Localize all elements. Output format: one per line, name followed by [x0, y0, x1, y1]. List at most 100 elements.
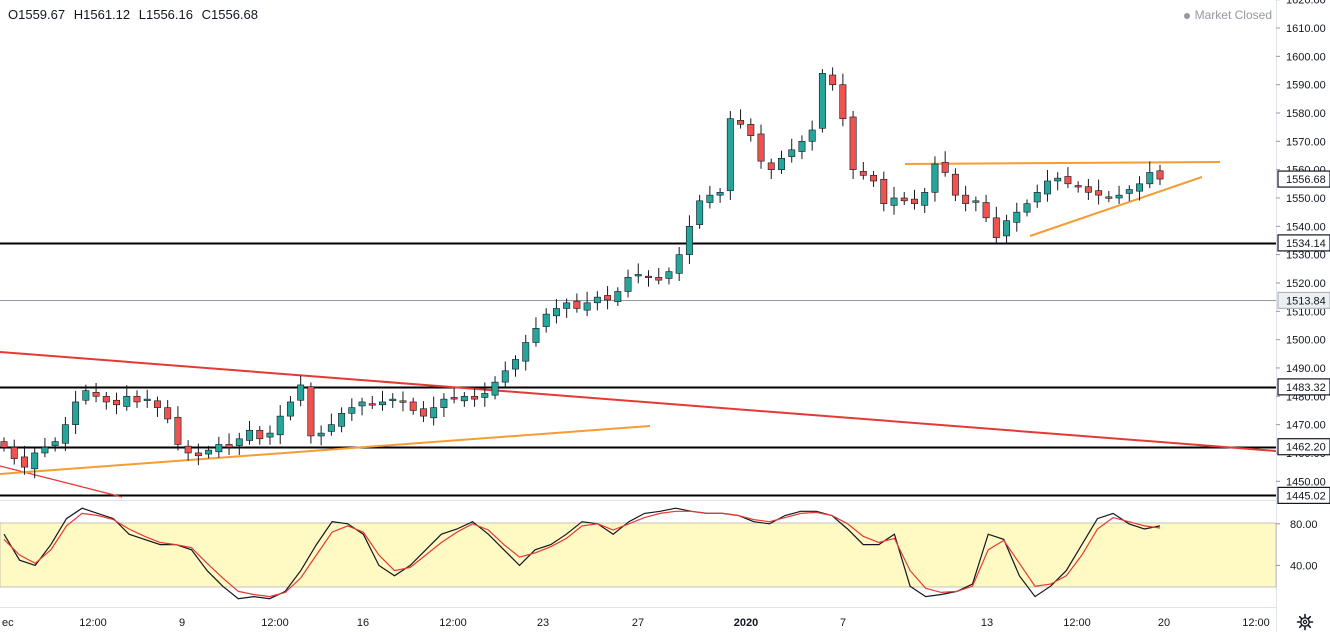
candle: [726, 111, 734, 200]
rising-orange-trendline[interactable]: [0, 425, 651, 475]
candle: [542, 308, 550, 333]
candle: [501, 361, 509, 389]
candle: [839, 73, 847, 127]
candle-body: [491, 381, 499, 396]
candle: [798, 135, 806, 160]
candle-body: [911, 198, 918, 204]
candle: [61, 416, 69, 451]
candle: [491, 376, 499, 400]
candle-body: [409, 401, 417, 411]
gear-icon[interactable]: [1296, 613, 1314, 631]
candle-body: [1095, 190, 1103, 196]
candle: [348, 398, 356, 421]
candle: [1064, 167, 1072, 189]
candle-body: [696, 200, 704, 225]
candle-body: [859, 171, 867, 176]
time-tick-label: 12:00: [1063, 617, 1091, 629]
ohlc-legend: O1559.67 H1561.12 L1556.16 C1556.68: [8, 7, 263, 22]
candle-body: [102, 395, 110, 403]
candle-body: [194, 452, 202, 457]
candle-body: [573, 300, 581, 309]
price-tick-label: 1580.00: [1286, 108, 1326, 120]
candle: [1054, 172, 1062, 191]
candle: [174, 406, 182, 451]
triangle-support-line[interactable]: [1029, 176, 1203, 237]
descending-red-trendline[interactable]: [0, 351, 1277, 452]
candle: [184, 440, 192, 461]
candle-body: [1115, 194, 1123, 199]
candle-body: [143, 398, 151, 401]
candle-body: [552, 308, 560, 317]
candle: [225, 433, 233, 455]
candle-body: [1003, 220, 1011, 237]
candle: [1136, 176, 1144, 201]
candle: [921, 188, 929, 213]
candle-body: [992, 217, 1000, 238]
candle-body: [767, 162, 775, 170]
badge-box: [1277, 170, 1330, 188]
candle: [696, 194, 704, 229]
candle: [194, 443, 202, 466]
triangle-resistance-line[interactable]: [904, 161, 1221, 165]
candle: [153, 396, 161, 417]
level-price-badge: 1513.84: [1277, 291, 1330, 310]
candle-body: [788, 149, 796, 157]
time-tick-label: 23: [537, 617, 549, 629]
candle-body: [358, 401, 366, 407]
candle: [1095, 179, 1103, 205]
candle-body: [164, 407, 172, 420]
candle-body: [829, 74, 837, 85]
candle-body: [1054, 177, 1062, 182]
badge-label: 1483.32: [1286, 382, 1326, 394]
candle-body: [450, 397, 458, 400]
candle: [440, 393, 448, 417]
osc-tick-label: 80.00: [1290, 519, 1318, 531]
candle-body: [1084, 186, 1092, 193]
red-trendline-lower[interactable]: [0, 465, 123, 498]
candle-body: [256, 429, 264, 440]
candle-body: [92, 392, 100, 397]
candle-body: [0, 441, 8, 448]
candle-body: [778, 158, 785, 170]
candle-body: [624, 277, 632, 292]
low-value: L1556.16: [138, 7, 193, 22]
candle-body: [1136, 183, 1144, 192]
candle-body: [972, 200, 980, 203]
candle-body: [522, 342, 530, 362]
high-value: H1561.12: [73, 7, 131, 22]
candle: [900, 192, 908, 206]
candle-body: [123, 395, 131, 407]
price-tick-label: 1510.00: [1286, 306, 1326, 318]
candle-body: [389, 398, 397, 401]
open-value: O1559.67: [8, 7, 66, 22]
time-tick-label: 27: [632, 617, 644, 629]
price-tick-label: 1450.00: [1286, 476, 1326, 488]
candle-body: [338, 412, 346, 427]
time-axis[interactable]: ec 12:00 9 12:00 16 12:00 23 27 2020 7 13 12:00 20 12…: [2, 617, 1270, 629]
stochastic-k-line: [3, 507, 1161, 600]
candle: [685, 215, 693, 264]
candle-body: [716, 192, 724, 196]
candle: [307, 382, 315, 444]
candle: [1003, 214, 1011, 244]
stochastic-oscillator: [3, 507, 1161, 600]
candle: [645, 270, 652, 287]
candle-body: [808, 129, 816, 142]
candle-body: [982, 202, 990, 219]
candle-body: [706, 194, 714, 203]
badge-label: 1534.14: [1286, 238, 1326, 250]
candle: [911, 189, 918, 210]
candle-body: [307, 386, 315, 437]
candle: [256, 426, 264, 445]
candle-body: [41, 446, 49, 454]
price-axis[interactable]: 1620.00 1610.00 1600.00 1590.00 1580.00 1570.…: [1276, 0, 1326, 488]
candle-body: [286, 401, 294, 417]
candle: [931, 156, 939, 202]
price-tick-label: 1600.00: [1286, 51, 1326, 63]
candle-body: [215, 444, 223, 453]
candle-body: [276, 415, 284, 436]
oscillator-axis[interactable]: 80.00 40.00: [1276, 519, 1318, 573]
candle: [563, 298, 571, 318]
candle-body: [849, 116, 857, 170]
candle-body: [880, 178, 888, 204]
